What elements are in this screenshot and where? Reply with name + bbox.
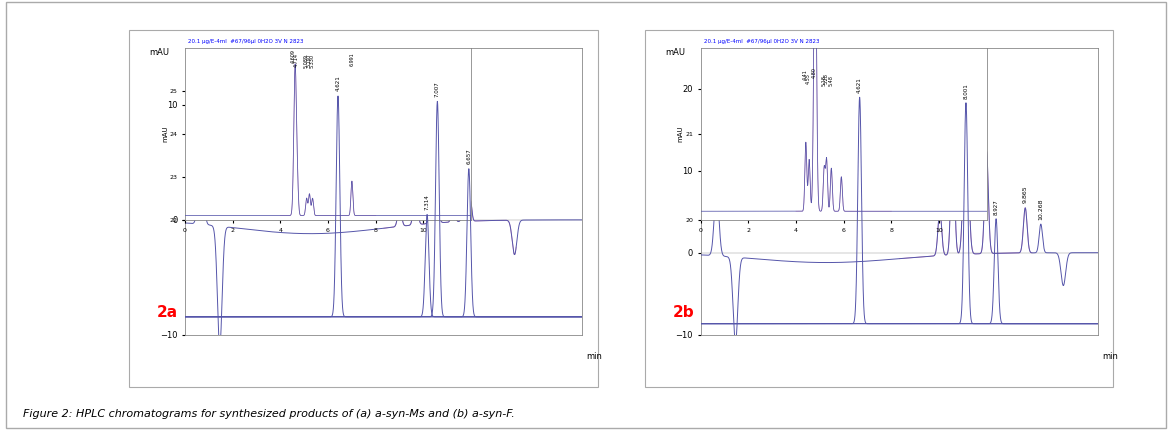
Text: 8.927: 8.927 (994, 199, 999, 215)
Text: 5.48: 5.48 (829, 75, 833, 86)
Y-axis label: mAU: mAU (162, 126, 168, 142)
Text: 9.865: 9.865 (1023, 186, 1028, 203)
Text: Figure 2: HPLC chromatograms for synthesized products of (a) a-syn-Ms and (b) a-: Figure 2: HPLC chromatograms for synthes… (23, 409, 516, 419)
Text: min: min (1102, 352, 1118, 361)
Text: 7.007: 7.007 (435, 81, 440, 97)
Text: 5.089: 5.089 (304, 54, 308, 68)
Text: 5.28: 5.28 (824, 73, 829, 84)
Text: 7.314: 7.314 (424, 194, 430, 210)
Text: 5.330: 5.330 (309, 54, 314, 68)
Text: 2b: 2b (673, 305, 695, 320)
Text: min: min (586, 352, 602, 361)
Text: 4.55: 4.55 (806, 73, 811, 84)
Text: 4.621: 4.621 (335, 76, 341, 92)
Text: 8.615: 8.615 (468, 177, 473, 195)
Text: 4.714: 4.714 (294, 53, 299, 67)
Text: 7.228: 7.228 (938, 186, 942, 203)
Text: mAU: mAU (665, 47, 684, 56)
Text: 8.001: 8.001 (963, 83, 968, 99)
Text: 5.197: 5.197 (307, 53, 312, 67)
Text: 7.606: 7.606 (950, 112, 955, 129)
Y-axis label: mAU: mAU (677, 126, 683, 142)
Text: 4.621: 4.621 (857, 77, 863, 93)
Text: 6.480: 6.480 (397, 177, 402, 195)
Text: 2a: 2a (157, 305, 178, 320)
Text: 20.1 µg/E-4ml  #67/96µl 0H2O 3V N 2823: 20.1 µg/E-4ml #67/96µl 0H2O 3V N 2823 (703, 39, 819, 44)
Text: 10.268: 10.268 (1038, 198, 1043, 220)
Text: 6.657: 6.657 (466, 148, 471, 164)
Text: 8.418: 8.418 (462, 162, 466, 180)
Text: 4.609: 4.609 (291, 49, 295, 63)
Text: 6.991: 6.991 (349, 52, 355, 66)
Text: 8.630: 8.630 (984, 129, 989, 146)
Text: mAU: mAU (149, 47, 169, 56)
Text: 8.108: 8.108 (451, 166, 456, 183)
Text: 20.1 µg/E-4ml  #67/96µl 0H2O 3V N 2823: 20.1 µg/E-4ml #67/96µl 0H2O 3V N 2823 (188, 39, 304, 44)
Text: 4.41: 4.41 (803, 69, 808, 80)
Text: 5.18: 5.18 (822, 75, 826, 86)
Text: 4.80: 4.80 (812, 67, 817, 78)
Text: 6.961: 6.961 (413, 154, 418, 172)
